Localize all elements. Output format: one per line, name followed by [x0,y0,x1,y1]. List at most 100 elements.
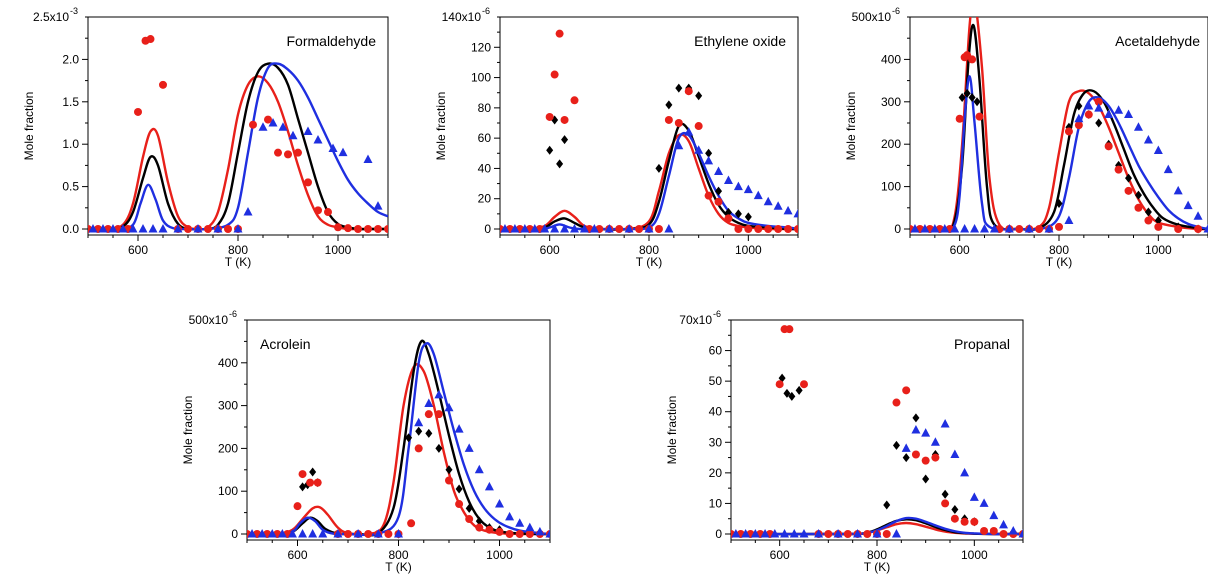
y-tick-label: 0 [894,222,901,236]
data-point-triangle [1143,134,1153,144]
x-tick-label: 600 [128,243,148,257]
data-point-triangle [950,224,960,233]
y-tick-label: 0 [231,527,238,541]
y-exponent: -6 [713,309,721,319]
plot-marks [500,29,798,233]
data-point-circle [264,115,272,124]
data-point-diamond [951,505,959,515]
chart-panel-3: 600 800 1000 0 100 200 300 400 500x10 -6 T (K) Mole… [181,309,551,574]
data-point-diamond [715,186,723,196]
data-point-triangle [373,201,383,210]
data-point-diamond [892,440,900,450]
data-point-triangle [1044,224,1054,233]
x-axis-label: T (K) [1046,255,1072,269]
data-point-triangle [108,224,118,233]
data-point-triangle [545,529,550,538]
y-top-tick-label: 2.5x10 [33,10,69,24]
data-point-triangle [970,224,980,233]
y-tick-label: 400 [881,52,901,66]
data-point-diamond [788,391,796,401]
data-point-diamond [675,83,683,93]
data-point-triangle [1084,101,1094,110]
x-tick-label: 800 [388,548,408,562]
data-point-circle [344,224,352,233]
data-point-diamond [912,413,920,423]
plot-frame [246,319,551,541]
data-point-triangle [960,224,970,233]
data-point-triangle [624,224,634,233]
data-point-circle [1064,127,1073,136]
data-point-circle [374,225,382,233]
data-point-circle [324,208,332,217]
data-point-circle [1074,121,1083,130]
data-point-diamond [744,212,752,222]
chart-panel-0: 600 800 1000 0.0 0.5 1.0 1.5 2.0 2.5x10 -3 T (K) Mo… [22,6,389,269]
data-point-triangle [799,529,809,538]
data-point-triangle [921,428,931,437]
data-point-triangle [930,224,940,233]
y-tick-label: 2.0 [62,52,79,66]
x-tick-label: 1000 [325,243,352,257]
data-point-circle [344,530,352,538]
data-point-circle [545,112,554,121]
y-axis-label: Mole fraction [181,396,195,465]
data-point-circle [485,525,494,534]
data-point-triangle [424,398,434,407]
data-point-diamond [973,97,981,107]
data-point-triangle [328,143,338,152]
y-tick-label: 20 [478,192,492,206]
data-point-triangle [1124,109,1134,119]
data-point-circle [294,148,302,157]
data-point-circle [704,191,713,200]
data-point-circle [664,115,673,124]
data-point-circle [495,527,504,536]
data-point-circle [1055,222,1063,231]
data-point-triangle [1173,185,1183,195]
data-point-circle [1144,216,1153,225]
data-point-circle [334,223,342,232]
data-point-circle [414,444,423,453]
y-exponent: -6 [229,309,237,319]
plot-marks [247,339,550,539]
data-point-diamond [435,443,443,453]
y-tick-label: 60 [709,344,723,358]
y-top-tick-label: 140x10 [442,10,482,24]
data-point-circle [714,197,723,206]
data-point-circle [555,29,564,38]
y-tick-label: 10 [709,496,723,510]
plot-frame [499,16,799,236]
data-point-circle [892,398,901,407]
y-tick-label: 80 [478,101,492,115]
data-point-triangle [1193,211,1203,220]
data-point-triangle [999,519,1009,529]
data-point-triangle [760,529,770,538]
data-point-triangle [1018,529,1023,538]
data-point-circle [1154,222,1163,231]
y-tick-label: 20 [709,466,723,480]
data-point-circle [284,150,292,159]
data-point-circle [1194,225,1203,233]
data-point-triangle [193,224,203,233]
plot-frame [730,319,1024,541]
data-point-circle [159,80,167,89]
data-point-triangle [247,529,257,538]
chart-title: Ethylene oxide [694,33,786,49]
data-point-circle [134,107,142,116]
data-point-triangle [1183,200,1193,210]
data-point-triangle [338,147,348,157]
data-point-diamond [309,467,317,477]
series-line-black [500,122,798,231]
data-point-circle [654,225,663,233]
y-tick-label: 0.0 [62,222,79,236]
data-point-circle [635,225,644,233]
x-axis-label: T (K) [385,560,411,574]
data-point-triangle [500,224,510,233]
chart-panel-4: 600 800 1000 0 10 20 30 40 50 60 70x10 -6 T (K) Mole … [665,309,1024,574]
data-point-circle [1134,203,1143,212]
data-point-triangle [674,140,684,150]
plot-marks [88,35,388,233]
data-point-triangle [333,529,343,538]
chart-panel-1: 600 800 1000 0 20 40 60 80 100 120 140x10 -6 T (K) Mo… [434,6,799,269]
data-point-circle [785,325,794,334]
